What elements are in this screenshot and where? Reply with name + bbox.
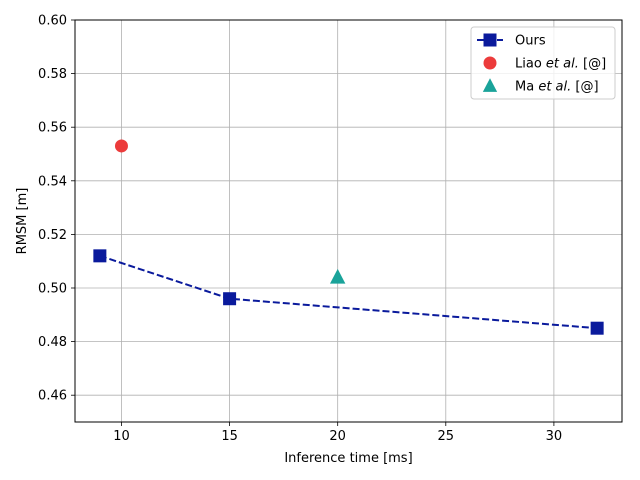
y-tick-label-0: 0.46 [38,389,67,404]
x-tick-label-0: 10 [113,429,130,444]
legend-label-1-part-1: et al. [546,57,579,72]
legend-label-1-part-0: Liao [515,57,546,72]
x-axis-label: Inference time [ms] [284,451,412,466]
legend-marker-0 [483,33,497,47]
x-tick-label-4: 30 [546,429,563,444]
legend-label-0: Ours [515,34,546,49]
plot-series [93,139,604,335]
y-tick-label-6: 0.58 [38,67,67,82]
y-tick-label-2: 0.50 [38,282,67,297]
legend-marker-1 [483,56,497,70]
x-tick-label-2: 20 [329,429,346,444]
x-tick-label-1: 15 [221,429,238,444]
legend-entry-1: Liao et al. [@] [483,56,606,72]
legend-label-2-part-0: Ma [515,80,538,95]
series-0 [93,249,604,335]
legend-label-1: Liao et al. [@] [515,57,606,72]
legend-entry-2: Ma et al. [@] [482,78,599,95]
legend-box [470,26,616,100]
series-0-point-1 [223,292,237,306]
y-tick-label-1: 0.48 [38,335,67,350]
series-2 [329,268,346,284]
series-0-line [99,254,598,330]
legend-label-0-part-0: Ours [515,34,546,49]
axis-ticks: 10 15 20 25 30 0.46 0.48 0.50 0.52 0.54 0.56 0.58 0.… [38,14,562,445]
series-1 [114,139,128,153]
plot-frame [74,19,623,423]
y-tick-label-7: 0.60 [38,14,67,29]
legend-entry-0: Ours [477,33,546,49]
y-tick-label-3: 0.52 [38,228,67,243]
y-tick-label-5: 0.56 [38,121,67,136]
legend-marker-2 [482,78,498,92]
series-2-point-0 [329,268,346,284]
series-0-point-0 [93,249,107,263]
x-tick-label-3: 25 [438,429,455,444]
legend-label-2-part-1: et al. [538,80,571,95]
series-1-point-0 [114,139,128,153]
series-0-point-2 [590,321,604,335]
legend-label-1-part-2: [@] [579,57,606,72]
legend-label-2-part-2: [@] [571,80,598,95]
y-tick-label-4: 0.54 [38,174,67,189]
y-axis-label: RMSM [m] [15,188,30,255]
legend-label-2: Ma et al. [@] [515,80,599,95]
